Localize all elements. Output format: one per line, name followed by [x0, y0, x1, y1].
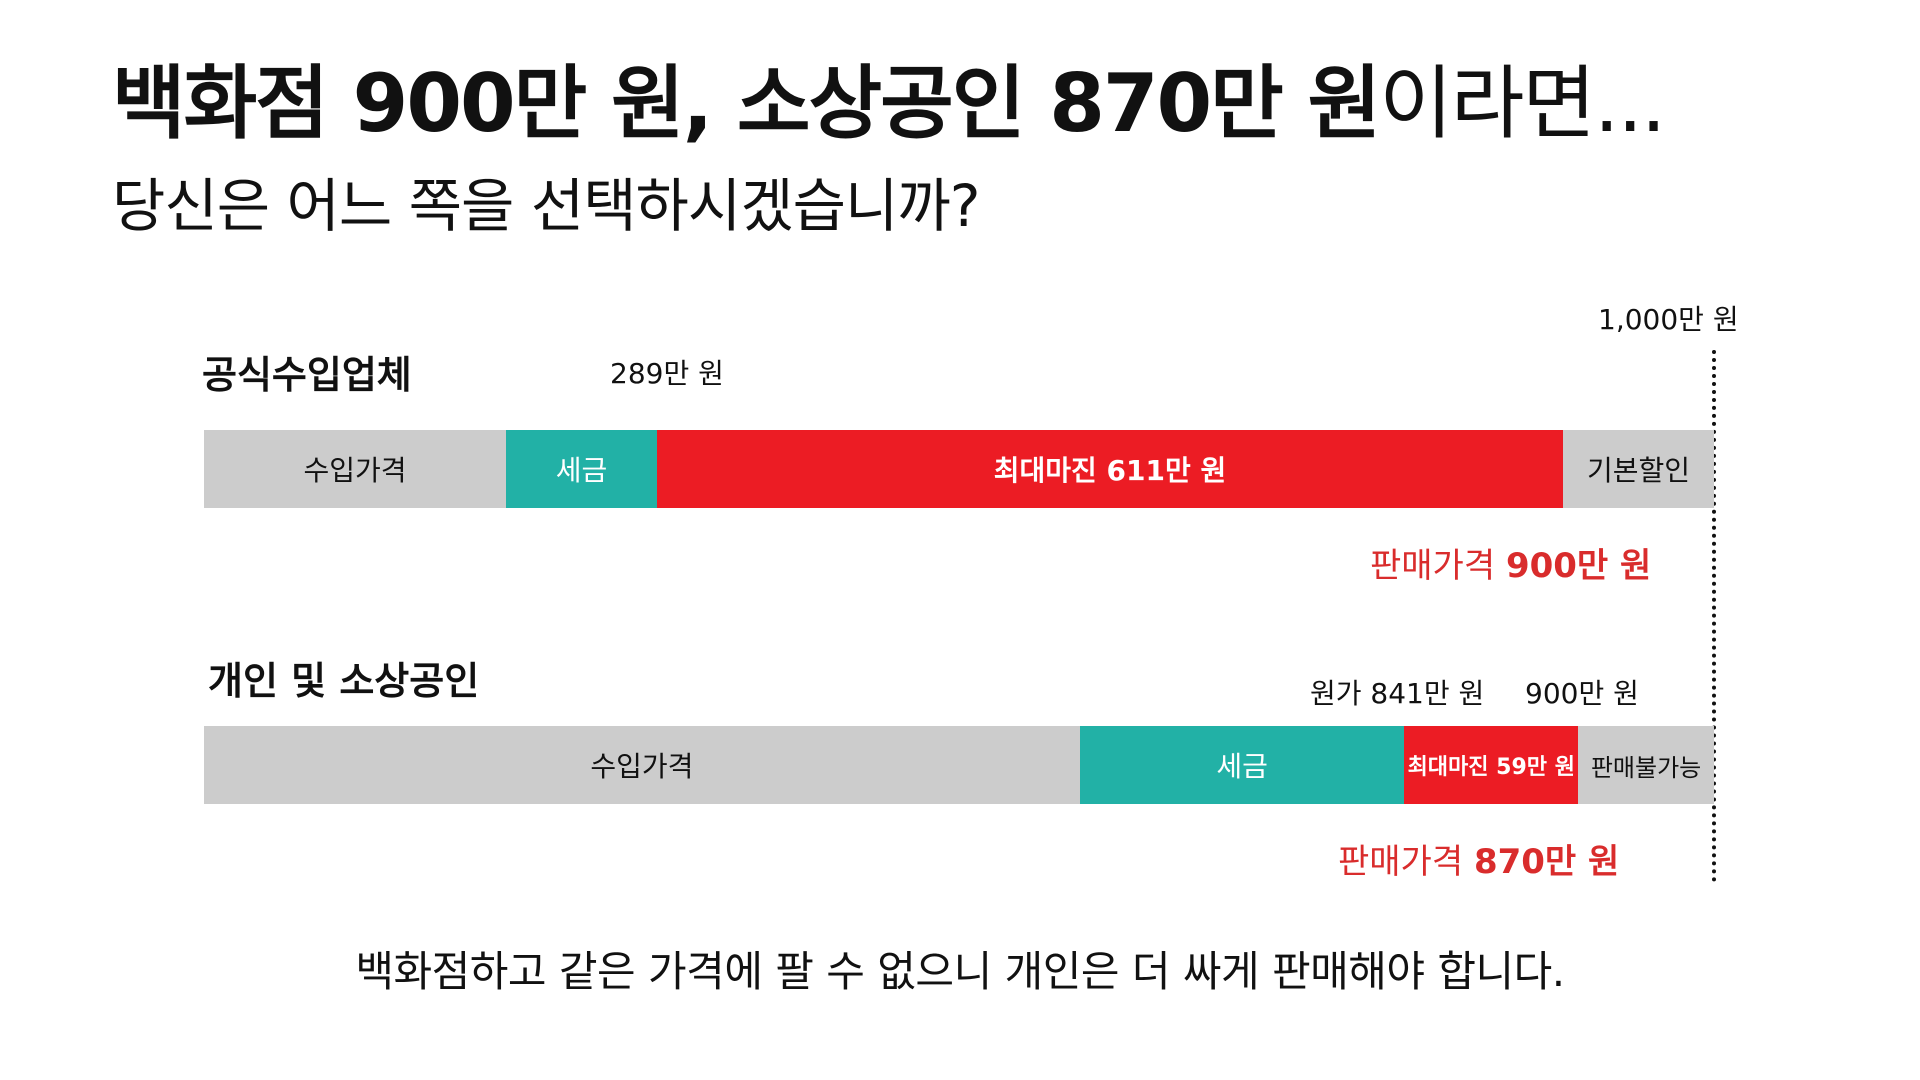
bar-segment-import-price: 수입가격 [204, 726, 1080, 804]
headline-bold: 백화점 900만 원, 소상공인 870만 원 [112, 57, 1381, 150]
sale-price-prefix: 판매가격 [1370, 546, 1506, 586]
headline-light: 이라면... [1379, 57, 1666, 150]
group-title-individual-seller: 개인 및 소상공인 [208, 659, 480, 703]
group-title-official-importer: 공식수입업체 [202, 353, 412, 397]
bar-segment-not-sellable: 판매불가능 [1578, 726, 1714, 804]
subheadline: 당신은 어느 쪽을 선택하시겠습니까? [112, 172, 980, 240]
stacked-bar-individual-seller: 수입가격 세금 최대마진 59만 원 판매불가능 [204, 726, 1714, 804]
footer-caption: 백화점하고 같은 가격에 팔 수 없으니 개인은 더 싸게 판매해야 합니다. [355, 947, 1565, 996]
marker-label: 900만 원 [1525, 677, 1639, 710]
bar-segment-import-price: 수입가격 [204, 430, 506, 508]
bar-segment-tax: 세금 [506, 430, 657, 508]
cap-label: 1,000만 원 [1598, 303, 1739, 336]
marker-label: 원가 841만 원 [1310, 677, 1485, 710]
stacked-bar-official-importer: 수입가격 세금 최대마진 611만 원 기본할인 [204, 430, 1714, 508]
marker-label: 289만 원 [610, 357, 724, 390]
headline: 백화점 900만 원, 소상공인 870만 원이라면... [112, 57, 1666, 150]
bar-segment-basic-discount: 기본할인 [1563, 430, 1714, 508]
bar-segment-max-margin: 최대마진 59만 원 [1404, 726, 1579, 804]
bar-segment-max-margin: 최대마진 611만 원 [657, 430, 1563, 508]
sale-price-official-importer: 판매가격 900만 원 [1370, 538, 1651, 587]
sale-price-individual-seller: 판매가격 870만 원 [1338, 834, 1619, 883]
sale-price-amount: 870만 원 [1473, 842, 1620, 882]
sale-price-amount: 900만 원 [1505, 546, 1652, 586]
cap-dotted-line [1712, 350, 1716, 882]
sale-price-prefix: 판매가격 [1338, 842, 1474, 882]
bar-segment-tax: 세금 [1079, 726, 1405, 804]
